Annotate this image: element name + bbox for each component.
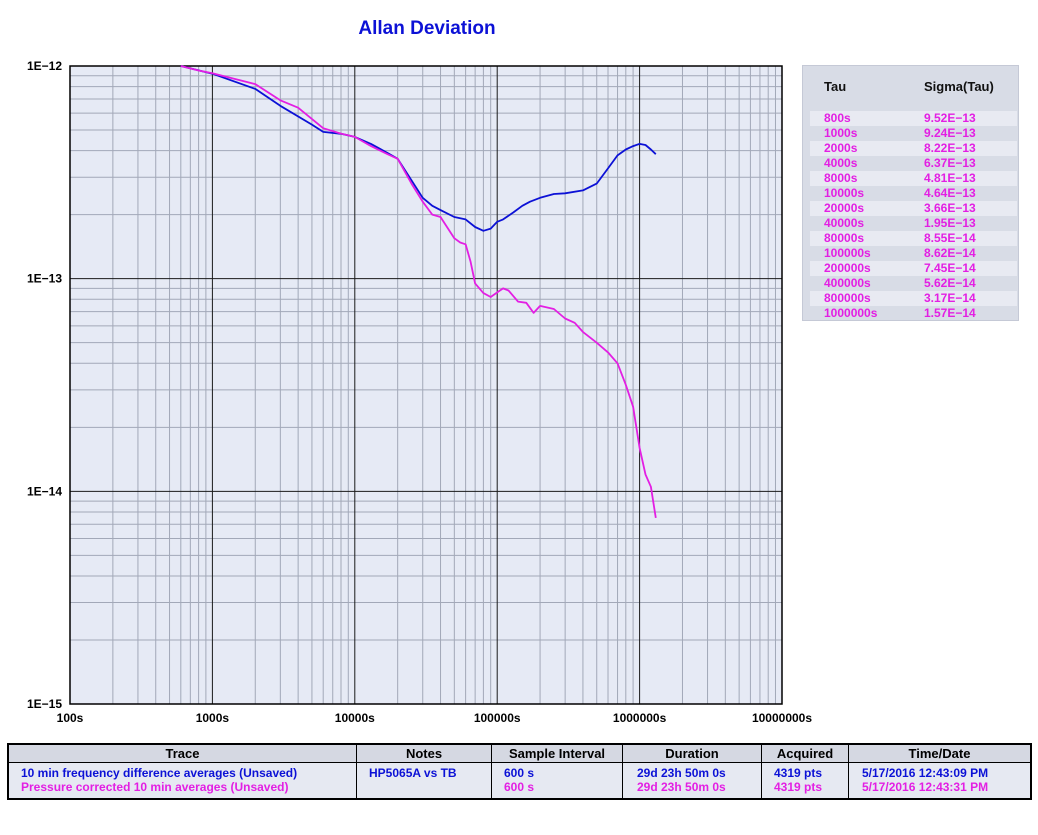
tau-value: 200000s	[824, 261, 871, 275]
tau-header: Tau	[824, 79, 847, 94]
sigma-value: 3.17E−14	[924, 291, 976, 305]
trace-table: Trace Notes Sample Interval Duration Acquire…	[7, 743, 1032, 800]
tau-row: 200000s 7.45E−14	[810, 261, 1017, 276]
tau-row: 800s 9.52E−13	[810, 111, 1017, 126]
sigma-value: 9.52E−13	[924, 111, 976, 125]
y-tick-label: 1E−12	[27, 59, 62, 73]
y-tick-label: 1E−14	[27, 484, 62, 498]
tau-row: 20000s 3.66E−13	[810, 201, 1017, 216]
y-tick-label: 1E−15	[27, 697, 62, 711]
tau-value: 800000s	[824, 291, 871, 305]
trace-cell-acquired: 4319 pts	[774, 766, 823, 780]
sigma-value: 4.81E−13	[924, 171, 976, 185]
tau-row: 400000s 5.62E−14	[810, 276, 1017, 291]
tau-row: 100000s 8.62E−14	[810, 246, 1017, 261]
trace-cell-time: 5/17/2016 12:43:09 PM	[862, 766, 989, 780]
column-divider	[356, 762, 357, 798]
trace-cell-duration: 29d 23h 50m 0s	[637, 766, 726, 780]
trace-table-column-header: Notes	[357, 745, 492, 762]
tau-value: 2000s	[824, 141, 858, 155]
x-tick-label: 1000000s	[613, 711, 667, 725]
plot-border	[69, 65, 783, 705]
tau-row: 80000s 8.55E−14	[810, 231, 1017, 246]
x-tick-label: 10000000s	[752, 711, 812, 725]
tau-value: 1000s	[824, 126, 858, 140]
tau-value: 8000s	[824, 171, 858, 185]
tau-table-rows: 800s 9.52E−13 1000s 9.24E−13 2000s 8.22E−13 40…	[810, 111, 1017, 321]
x-tick-label: 100000s	[474, 711, 521, 725]
tau-value: 20000s	[824, 201, 865, 215]
tau-value: 40000s	[824, 216, 865, 230]
trace-table-column-header: Time/Date	[908, 746, 971, 761]
trace-cell-interval: 600 s	[504, 766, 535, 780]
trace-table-header: Trace Notes Sample Interval Duration Acquire…	[9, 745, 1030, 763]
trace-row: 10 min frequency difference averages (Un…	[9, 766, 1030, 780]
trace-table-column-header: Trace	[9, 745, 357, 762]
sigma-value: 4.64E−13	[924, 186, 976, 200]
trace-row: Pressure corrected 10 min averages (Unsa…	[9, 780, 1030, 794]
plot-area	[70, 66, 782, 704]
x-tick-label: 10000s	[335, 711, 375, 725]
sigma-value: 8.22E−13	[924, 141, 976, 155]
trace-table-column-header: Sample Interval	[492, 745, 623, 762]
trace-cell-trace: 10 min frequency difference averages (Un…	[21, 766, 298, 780]
x-tick-label: 1000s	[196, 711, 230, 725]
allan-deviation-plot: 100s 1000s 10000s 100000s 1000000s 10000000s 1…	[27, 59, 812, 725]
column-divider	[491, 762, 492, 798]
tau-value: 1000000s	[824, 306, 878, 320]
trace-table-column-header: Duration	[623, 745, 762, 762]
sigma-value: 1.95E−13	[924, 216, 976, 230]
column-divider	[622, 762, 623, 798]
tau-row: 4000s 6.37E−13	[810, 156, 1017, 171]
tau-table-header: Tau Sigma(Tau)	[803, 79, 1018, 95]
series-line-pressure-corrected	[180, 65, 657, 519]
trace-table-column-header: Acquired	[762, 745, 849, 762]
tau-row: 800000s 3.17E−14	[810, 291, 1017, 306]
sigma-value: 8.62E−14	[924, 246, 976, 260]
tau-value: 80000s	[824, 231, 865, 245]
tau-row: 8000s 4.81E−13	[810, 171, 1017, 186]
sigma-value: 7.45E−14	[924, 261, 976, 275]
tau-value: 800s	[824, 111, 851, 125]
tau-row: 40000s 1.95E−13	[810, 216, 1017, 231]
tau-row: 1000000s 1.57E−14	[810, 306, 1017, 321]
tau-value: 10000s	[824, 186, 865, 200]
trace-cell-duration: 29d 23h 50m 0s	[637, 780, 726, 794]
tau-row: 2000s 8.22E−13	[810, 141, 1017, 156]
x-tick-label: 100s	[57, 711, 84, 725]
y-tick-label: 1E−13	[27, 272, 62, 286]
column-divider	[848, 762, 849, 798]
sigma-header: Sigma(Tau)	[924, 79, 994, 94]
tau-value: 400000s	[824, 276, 871, 290]
trace-cell-acquired: 4319 pts	[774, 780, 823, 794]
sigma-value: 5.62E−14	[924, 276, 976, 290]
sigma-value: 6.37E−13	[924, 156, 976, 170]
chart-title: Allan Deviation	[358, 18, 496, 39]
trace-cell-notes: HP5065A vs TB	[369, 766, 457, 780]
trace-cell-time: 5/17/2016 12:43:31 PM	[862, 780, 989, 794]
column-divider	[761, 762, 762, 798]
sigma-value: 9.24E−13	[924, 126, 976, 140]
tau-row: 1000s 9.24E−13	[810, 126, 1017, 141]
sigma-value: 8.55E−14	[924, 231, 976, 245]
trace-cell-trace: Pressure corrected 10 min averages (Unsa…	[21, 780, 289, 794]
tau-row: 10000s 4.64E−13	[810, 186, 1017, 201]
trace-cell-interval: 600 s	[504, 780, 535, 794]
tau-value: 4000s	[824, 156, 858, 170]
tau-sigma-table: Tau Sigma(Tau) 800s 9.52E−13 1000s 9.24E−13…	[802, 65, 1019, 321]
sigma-value: 1.57E−14	[924, 306, 976, 320]
sigma-value: 3.66E−13	[924, 201, 976, 215]
tau-value: 100000s	[824, 246, 871, 260]
